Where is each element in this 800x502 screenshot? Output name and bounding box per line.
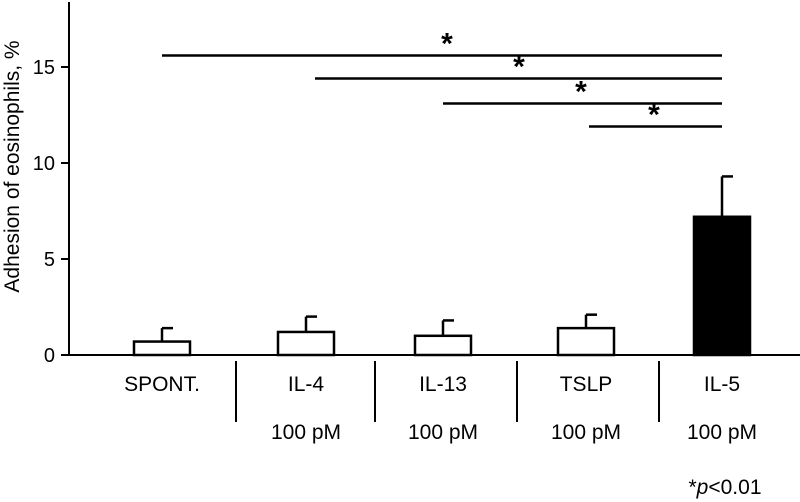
y-axis-title: Adhesion of eosinophils, %: [1, 40, 24, 292]
y-tick-label: 0: [44, 345, 55, 367]
category-label: IL-4: [288, 373, 325, 396]
y-tick-label: 15: [33, 57, 55, 79]
bar-tslp: [556, 326, 616, 357]
bar-spont: [132, 340, 192, 357]
category-label: IL-13: [419, 373, 467, 396]
significance-footnote: *p<0.01: [688, 476, 761, 499]
bar-il5: [692, 215, 752, 357]
significance-star: *: [648, 99, 660, 132]
bars: [132, 175, 752, 357]
bar-il13: [413, 334, 473, 357]
significance-star: *: [441, 27, 453, 60]
concentration-label: 100 pM: [687, 421, 757, 444]
axes: 0 5 10 15 Adhesion of eosinophils, %: [1, 2, 800, 422]
significance-brackets: * * * *: [162, 27, 722, 132]
bar-il4: [276, 330, 336, 357]
category-label: IL-5: [704, 373, 740, 396]
category-label: TSLP: [560, 373, 613, 396]
labels: SPONT. IL-4 100 pM IL-13 100 pM TSLP 100 pM IL-…: [124, 373, 761, 499]
concentration-label: 100 pM: [408, 421, 478, 444]
concentration-label: 100 pM: [271, 421, 341, 444]
concentration-label: 100 pM: [551, 421, 621, 444]
category-label: SPONT.: [124, 373, 200, 396]
significance-star: *: [575, 75, 587, 108]
y-tick-label: 5: [44, 249, 55, 271]
significance-star: *: [513, 51, 525, 84]
y-tick-label: 10: [33, 153, 55, 175]
